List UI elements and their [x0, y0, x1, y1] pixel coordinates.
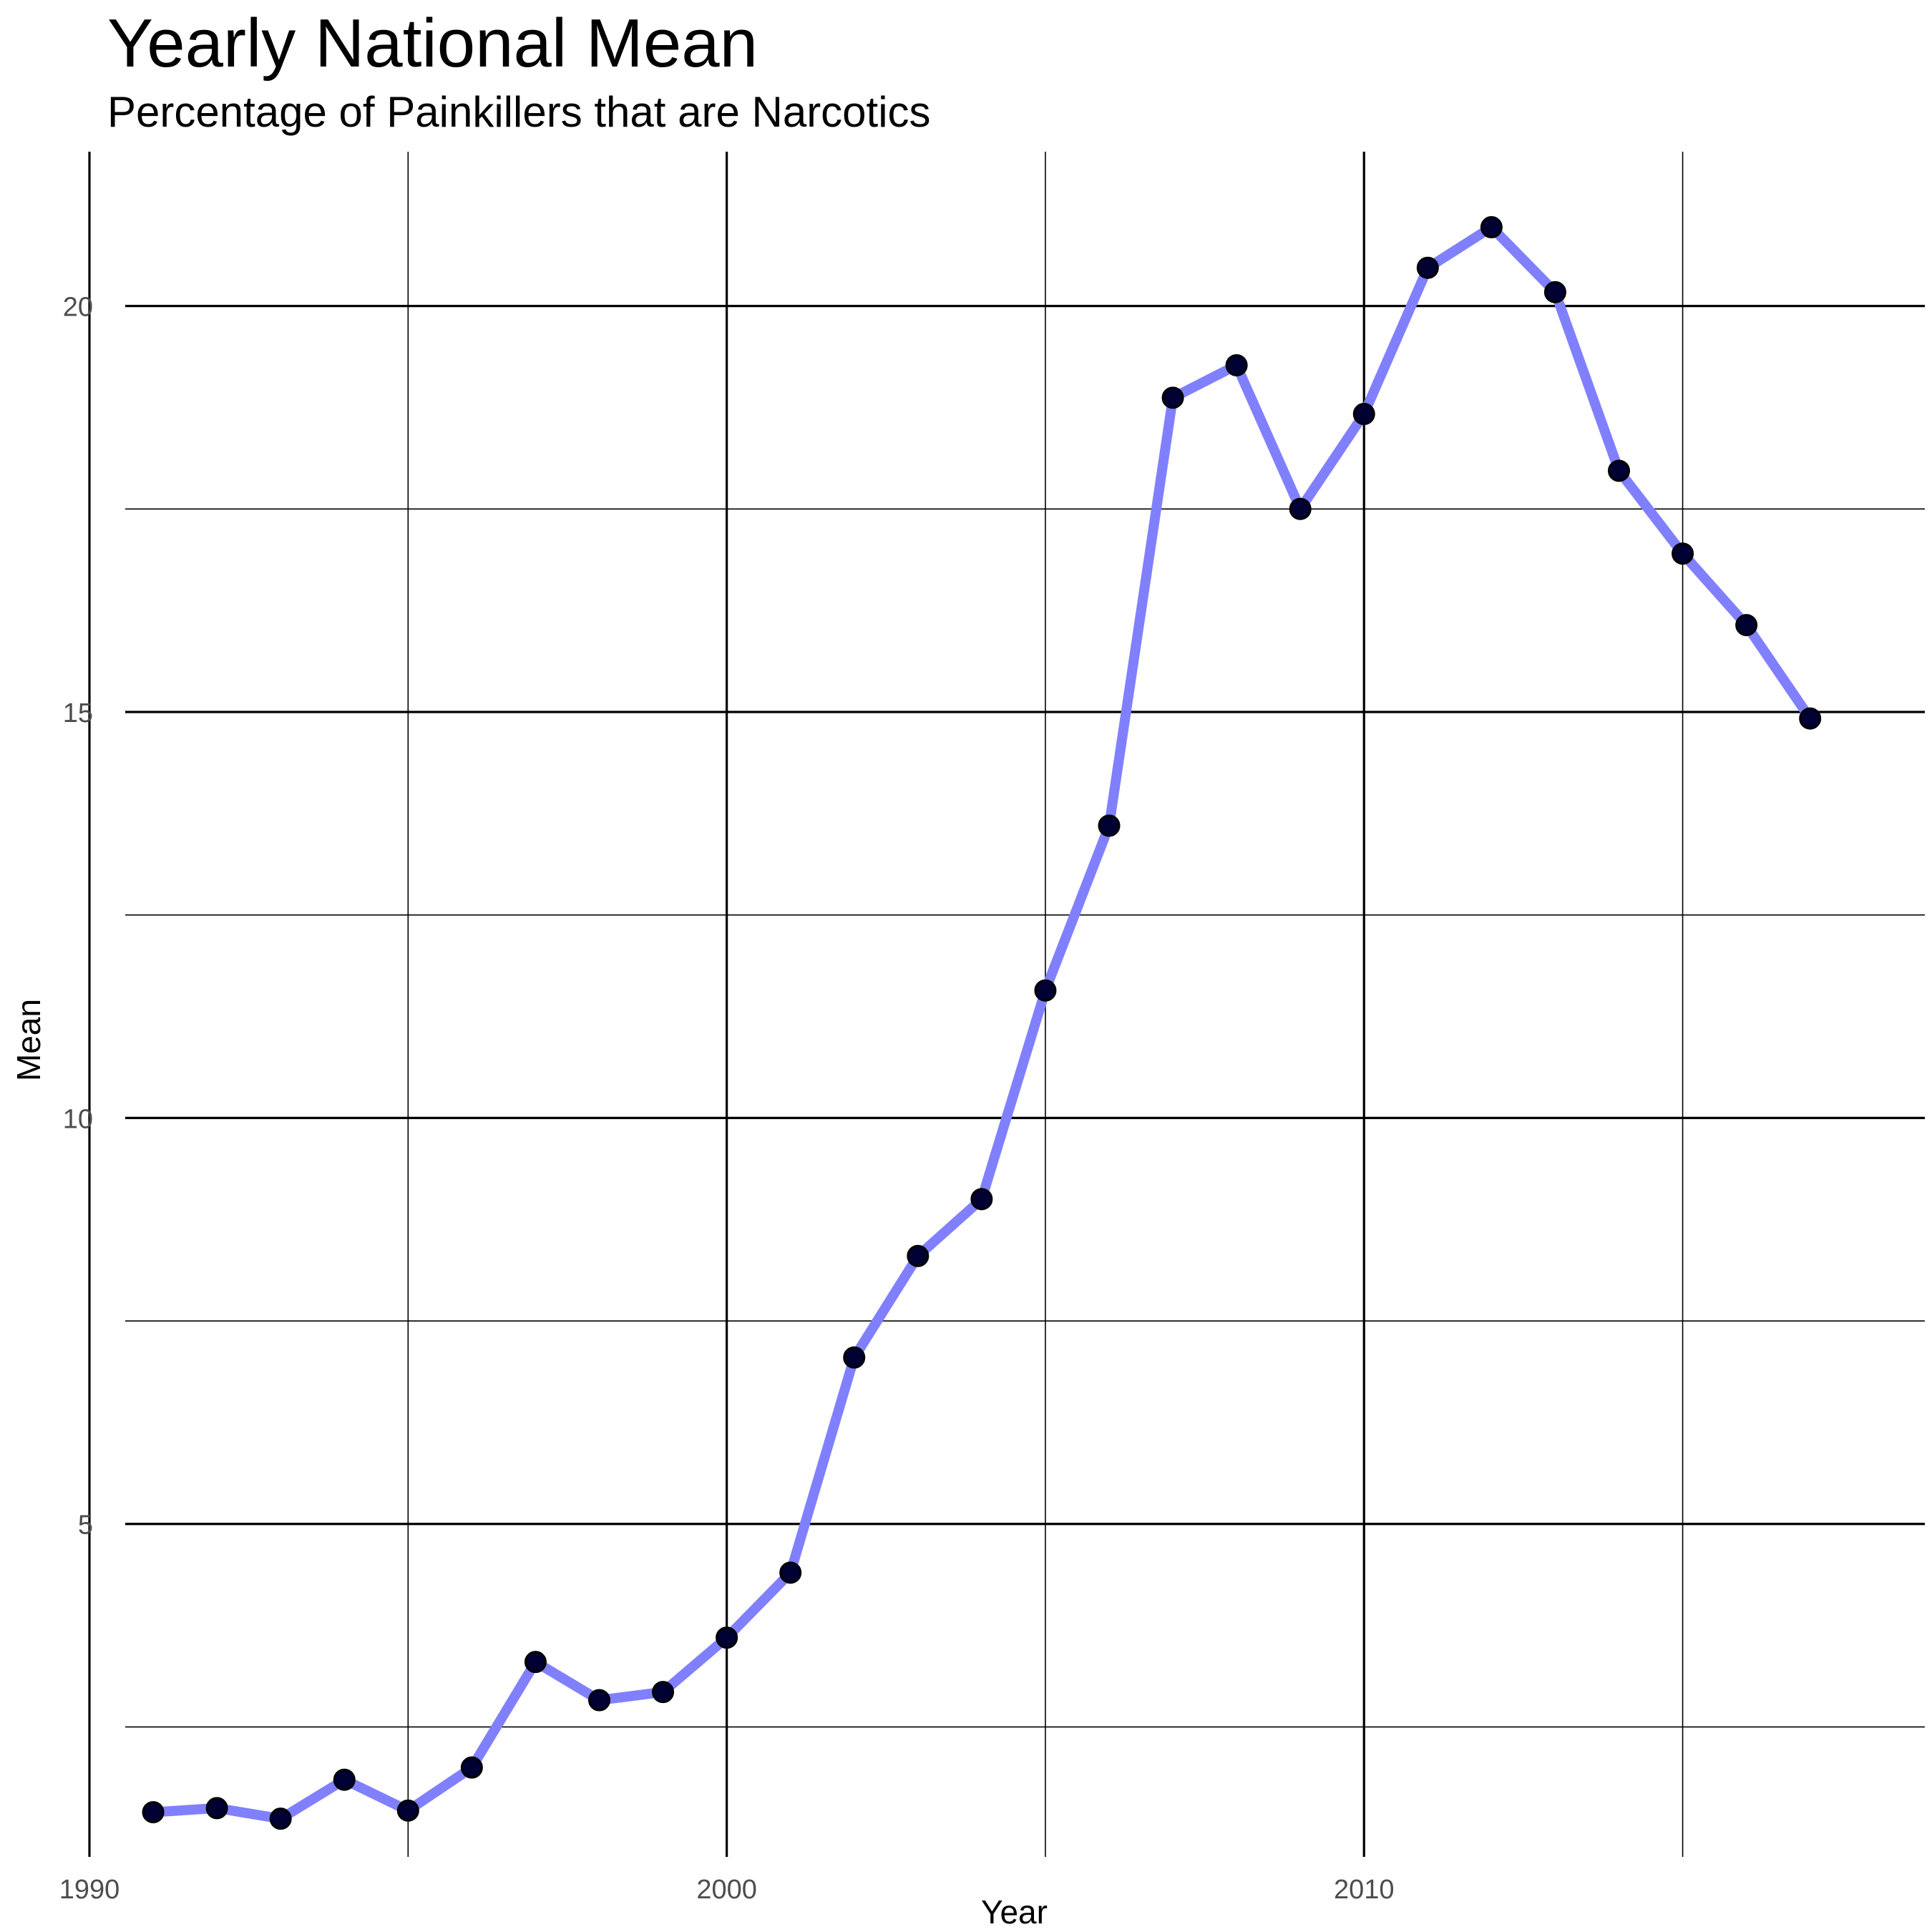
- data-point: [588, 1689, 610, 1712]
- data-point: [1098, 814, 1121, 837]
- data-point: [1672, 542, 1694, 565]
- series-line: [148, 222, 1815, 1824]
- data-point: [1161, 386, 1184, 409]
- y-axis-title: Mean: [10, 999, 47, 1081]
- data-point: [269, 1807, 292, 1830]
- data-point: [843, 1346, 866, 1369]
- data-point: [1735, 614, 1758, 637]
- y-tick-label: 20: [63, 293, 93, 323]
- data-point: [1352, 403, 1375, 426]
- x-axis-title: Year: [981, 1893, 1048, 1931]
- data-points: [142, 216, 1822, 1830]
- data-point: [396, 1799, 419, 1822]
- data-point: [524, 1651, 547, 1674]
- data-point: [716, 1626, 738, 1649]
- data-point: [1289, 497, 1312, 520]
- data-point: [1480, 216, 1503, 239]
- data-point: [205, 1797, 228, 1820]
- data-point: [1416, 256, 1439, 279]
- x-tick-label: 2010: [1334, 1875, 1395, 1905]
- data-point: [460, 1756, 483, 1779]
- data-point: [142, 1801, 165, 1824]
- y-tick-label: 5: [78, 1511, 93, 1541]
- data-point: [333, 1768, 356, 1791]
- data-point: [1225, 353, 1248, 376]
- data-point: [1799, 707, 1822, 730]
- x-tick-label: 2000: [696, 1875, 757, 1905]
- data-point: [1034, 979, 1057, 1002]
- tick-labels: 1990 2000 2010 5 10 15 20: [59, 293, 1395, 1905]
- x-tick-label: 1990: [59, 1875, 120, 1905]
- chart-subtitle: Percentage of Painkillers that are Narco…: [107, 88, 931, 136]
- data-point: [652, 1681, 675, 1704]
- data-point: [779, 1561, 802, 1584]
- chart-title: Yearly National Mean: [107, 5, 758, 82]
- data-point: [1543, 280, 1566, 303]
- grid-lines: [88, 152, 1925, 1857]
- y-tick-label: 15: [63, 698, 93, 728]
- data-point: [970, 1188, 993, 1211]
- y-tick-label: 10: [63, 1104, 93, 1134]
- data-point: [907, 1244, 930, 1267]
- data-point: [1608, 459, 1630, 482]
